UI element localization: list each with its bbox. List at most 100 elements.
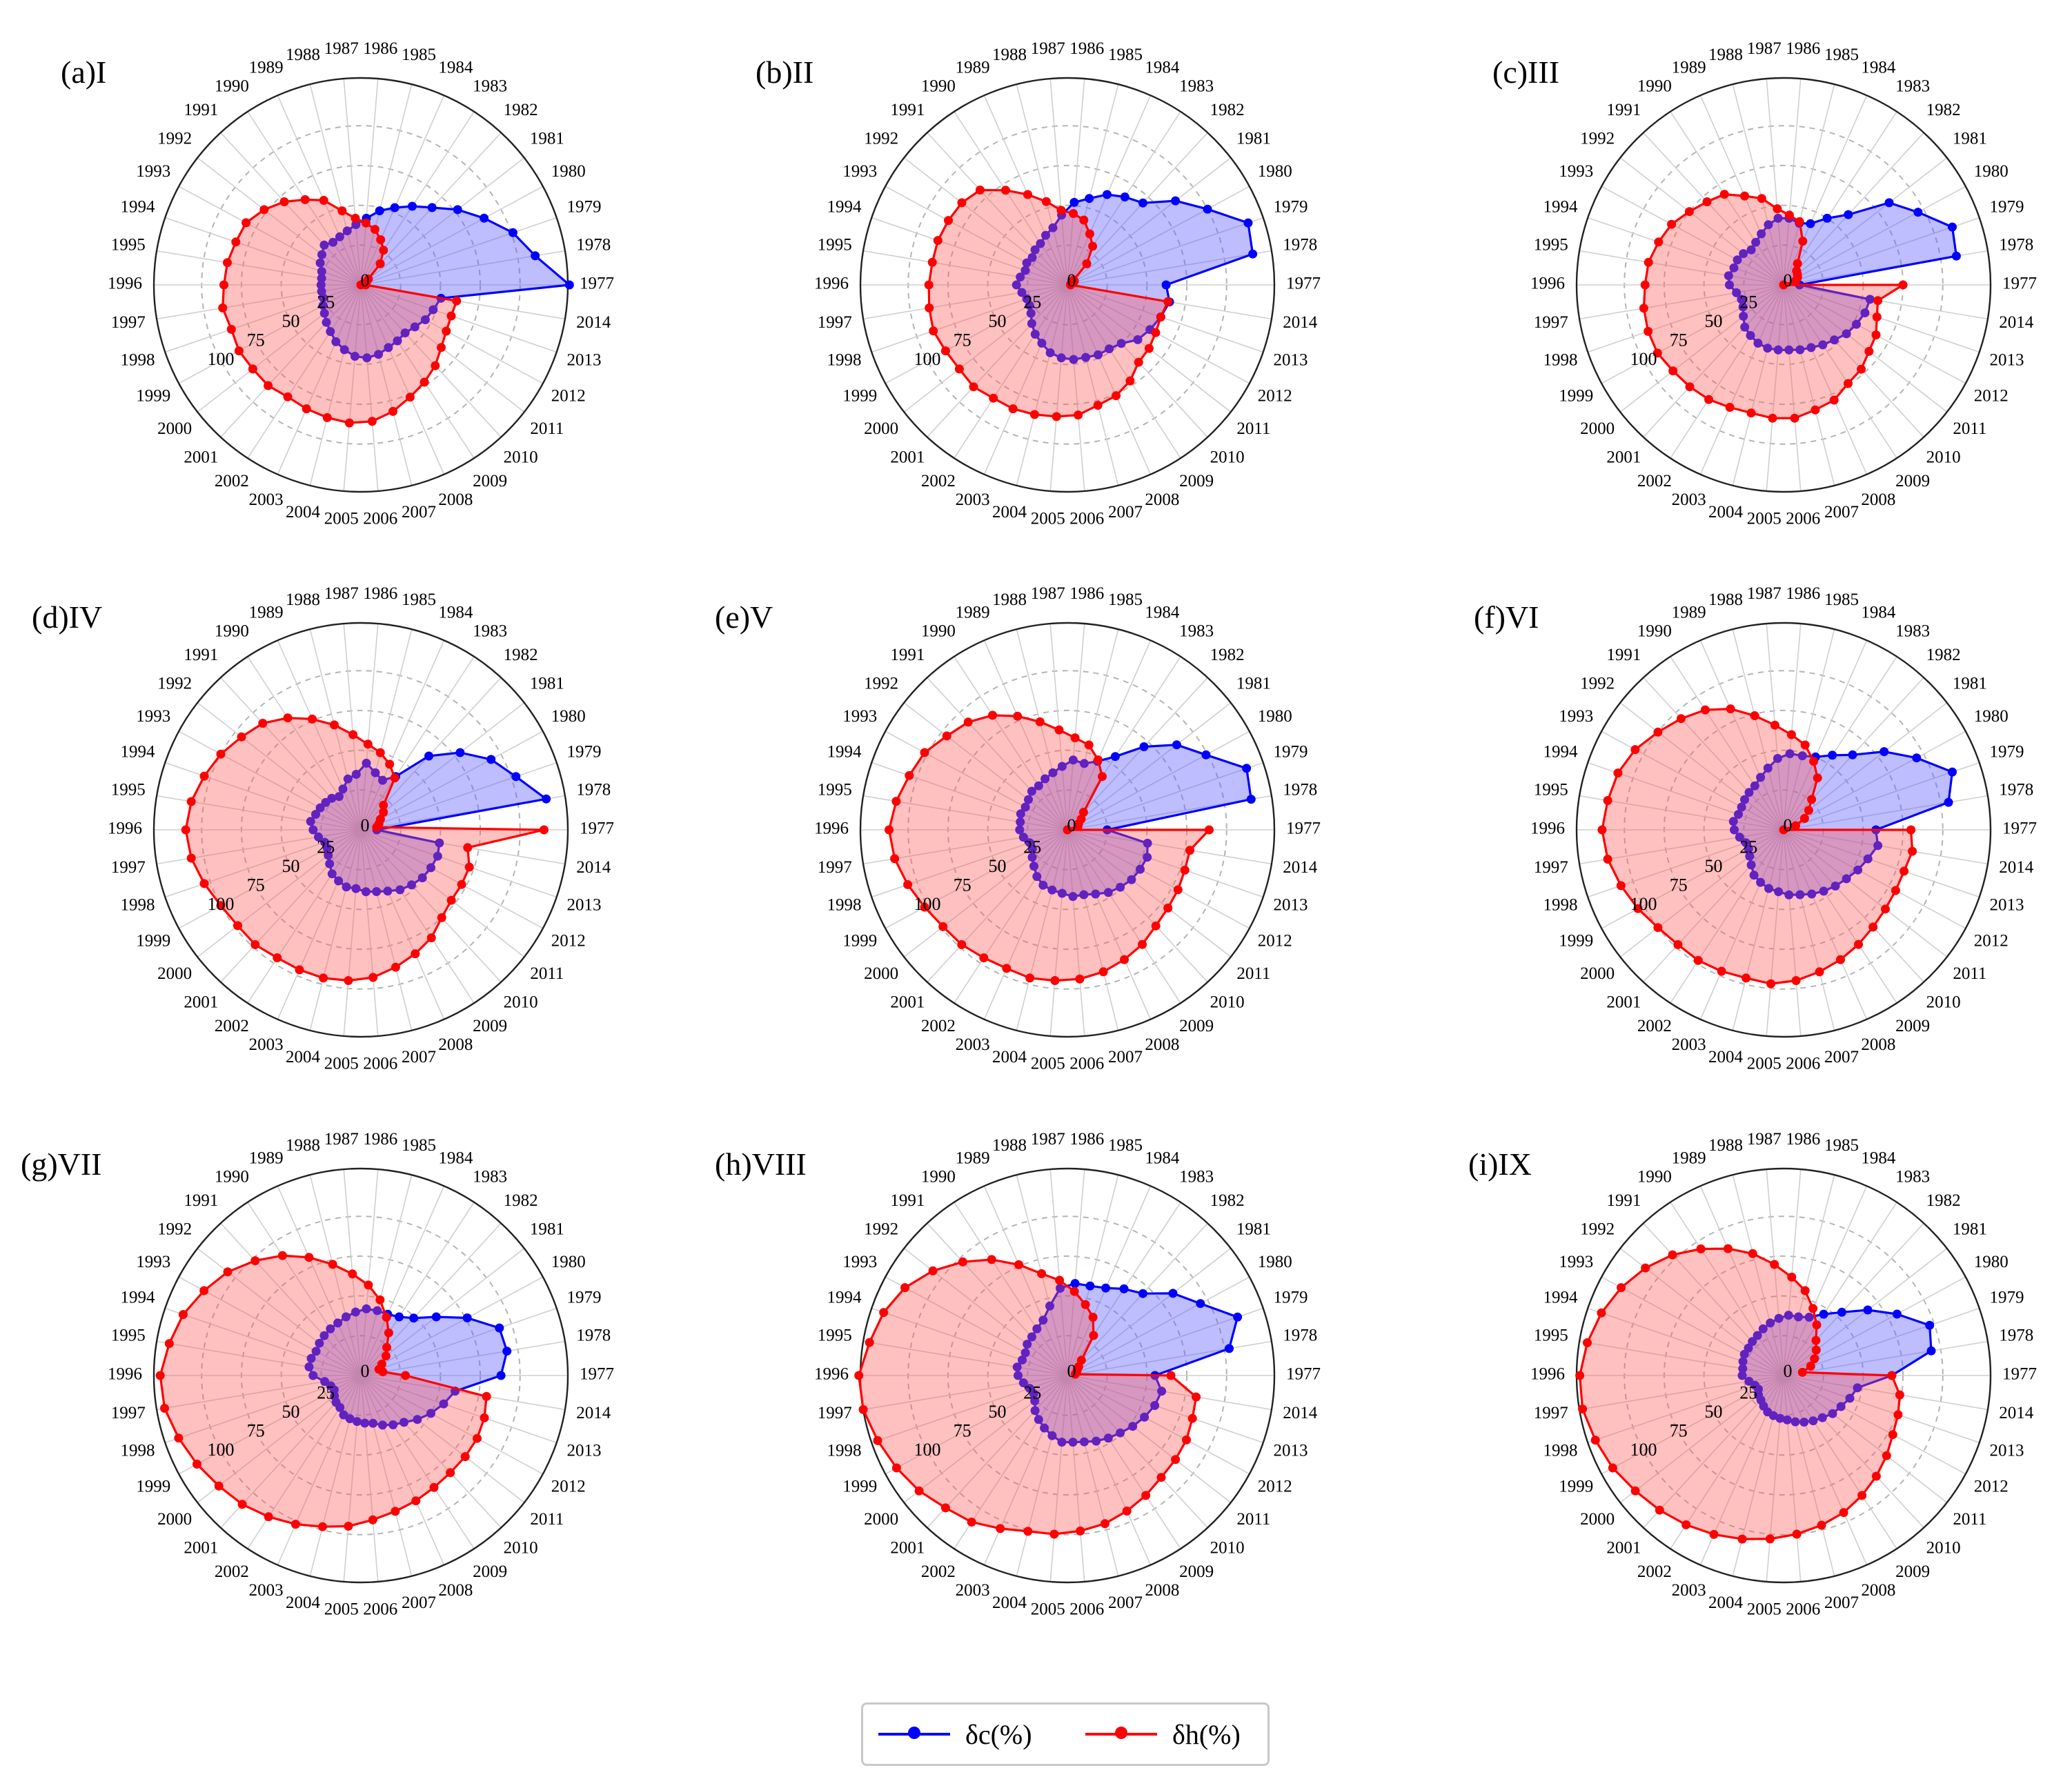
angular-grid-line (1049, 829, 1068, 1037)
angular-grid-line (360, 628, 413, 831)
year-tick-label: 1987 (1031, 39, 1065, 58)
year-tick-label: 1998 (121, 351, 155, 370)
data-point-dh (1792, 266, 1802, 276)
data-point-dh (186, 853, 196, 863)
year-tick-label: 1996 (1530, 1365, 1565, 1384)
data-point-dh (1700, 705, 1710, 715)
angular-grid-line (360, 1307, 558, 1376)
angular-grid-line (360, 1375, 475, 1549)
data-point-dc (1094, 350, 1103, 359)
angular-grid-line (1016, 829, 1068, 1031)
year-tick-label: 1990 (215, 77, 249, 95)
data-point-dh (940, 1503, 950, 1513)
data-point-dh (989, 393, 998, 403)
data-point-dh (1668, 366, 1678, 376)
data-point-dh (344, 418, 354, 428)
data-point-dh (1052, 412, 1061, 421)
year-tick-label: 2001 (890, 1538, 925, 1557)
data-point-dc (1784, 890, 1794, 900)
radar-panel-9: (i)IX 0 25 50 75 100 1977 1978 1979 1980 1981 1982 1… (1468, 1130, 2037, 1619)
data-point-dh (969, 382, 978, 392)
angular-grid-line (360, 1375, 445, 1566)
data-point-dc (1201, 750, 1211, 759)
data-point-dh (401, 1371, 411, 1380)
data-point-dc (1020, 802, 1030, 812)
data-point-dc (1027, 319, 1036, 328)
data-point-dc (1056, 1284, 1065, 1293)
angular-grid-line (1783, 1375, 1868, 1566)
angular-grid-line (360, 829, 525, 957)
year-tick-label: 1993 (842, 162, 877, 181)
year-tick-label: 1991 (1606, 101, 1641, 119)
year-tick-label: 2004 (1708, 1593, 1744, 1612)
angular-grid-line (277, 1185, 362, 1376)
year-tick-label: 1999 (1559, 387, 1593, 406)
data-point-dh (1069, 1287, 1079, 1296)
data-point-dh (344, 976, 353, 985)
data-point-dc (1892, 1309, 1902, 1319)
angular-grid-line (1067, 829, 1264, 898)
data-point-dh (367, 417, 377, 426)
data-point-dh (420, 377, 429, 387)
data-point-dh (1815, 967, 1824, 977)
data-point-dh (858, 1404, 868, 1414)
year-tick-label: 1977 (580, 275, 614, 293)
year-tick-label: 2009 (1179, 1017, 1214, 1035)
data-point-dh (1881, 904, 1890, 914)
year-tick-label: 1992 (864, 1220, 898, 1239)
radial-tick-label: 25 (1739, 837, 1757, 857)
year-tick-label: 1984 (1861, 1149, 1896, 1168)
data-point-dh (1726, 704, 1735, 714)
angular-grid-line (309, 829, 362, 1031)
data-point-dc (1085, 1281, 1095, 1291)
angular-grid-line (1783, 829, 1948, 957)
data-point-dc (1819, 886, 1828, 896)
data-point-dh (1798, 237, 1808, 246)
data-point-dc (1048, 223, 1058, 232)
year-tick-label: 1989 (956, 1149, 990, 1168)
data-point-dh (900, 1283, 910, 1293)
data-point-dh (1089, 1331, 1098, 1340)
data-point-dh (218, 303, 228, 312)
data-point-dc (1069, 197, 1079, 207)
data-point-dc (495, 1323, 504, 1333)
angular-grid-line (360, 1169, 379, 1376)
data-point-dc (1744, 844, 1753, 853)
angular-grid-line (360, 1340, 566, 1376)
data-point-dc (439, 1399, 448, 1409)
data-point-dh (1603, 796, 1612, 805)
data-point-dc (362, 353, 372, 363)
data-point-dc (409, 1313, 419, 1323)
year-tick-label: 2012 (1258, 387, 1292, 406)
year-tick-label: 2011 (1236, 419, 1270, 438)
series-fill-dh (1579, 1249, 1900, 1540)
data-point-dh (1887, 1371, 1897, 1380)
data-point-dh (1590, 1436, 1600, 1445)
year-tick-label: 2012 (1258, 932, 1292, 951)
data-point-dh (1094, 755, 1103, 765)
data-point-dc (342, 1312, 351, 1322)
angular-grid-line (1783, 762, 1980, 831)
year-tick-label: 1995 (818, 780, 852, 799)
angular-grid-line (927, 132, 1068, 286)
year-tick-label: 2014 (576, 1404, 611, 1422)
data-point-dh (1857, 364, 1866, 374)
year-tick-label: 1978 (1999, 235, 2033, 254)
year-tick-label: 1981 (1953, 1220, 1987, 1239)
year-tick-label: 1994 (121, 1289, 156, 1307)
year-tick-label: 2000 (157, 964, 192, 983)
angular-grid-line (360, 829, 413, 1031)
year-tick-label: 2013 (1274, 896, 1308, 915)
year-tick-label: 2000 (157, 419, 192, 438)
year-tick-label: 2006 (1069, 510, 1104, 528)
angular-grid-line (360, 829, 445, 1020)
data-point-dc (1120, 192, 1129, 201)
data-point-dc (1029, 862, 1038, 871)
data-point-dh (277, 1251, 287, 1260)
data-point-dc (1103, 888, 1113, 897)
data-point-dh (1773, 204, 1782, 214)
data-point-dh (290, 1520, 300, 1529)
angular-grid-line (1732, 83, 1784, 286)
angular-grid-line (1067, 250, 1272, 286)
data-point-dc (1739, 249, 1748, 259)
